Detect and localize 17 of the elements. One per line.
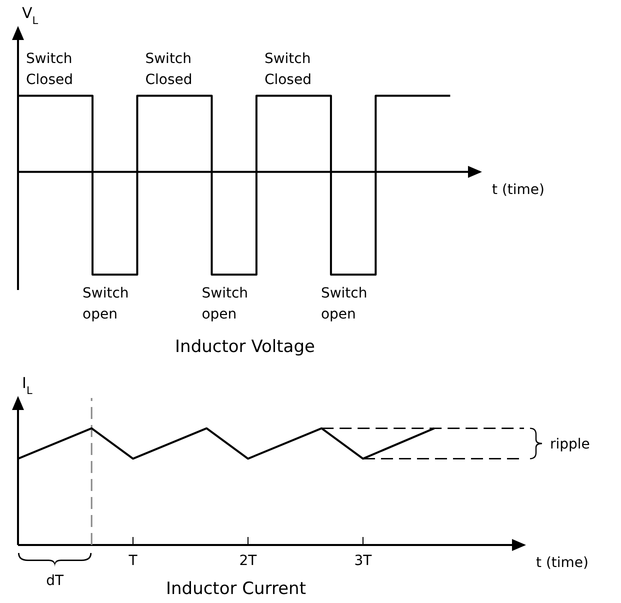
- annotation: Switch open: [320, 286, 368, 323]
- y-axis-title: V$_{L}$: [22, 4, 38, 27]
- text: ripple: [550, 436, 590, 452]
- annotation: Switch open: [82, 286, 129, 323]
- x-tick-label: 3T: [354, 552, 372, 569]
- x-axis-title: t (time): [536, 555, 588, 571]
- annotation: Switch Closed: [264, 50, 312, 88]
- y-axis-title: I$_{L}$: [22, 374, 32, 397]
- annotation: Switch Closed: [26, 50, 74, 88]
- annotation: Switch Closed: [145, 50, 192, 88]
- ref-line-label: dT: [46, 573, 64, 589]
- text: Inductor Voltage: [175, 337, 315, 357]
- annotation: Switch open: [202, 286, 248, 323]
- text: Inductor Current: [166, 579, 306, 599]
- x-axis-title: t (time): [492, 182, 544, 198]
- x-tick-label: 2T: [239, 552, 258, 569]
- x-tick-label: T: [128, 552, 138, 569]
